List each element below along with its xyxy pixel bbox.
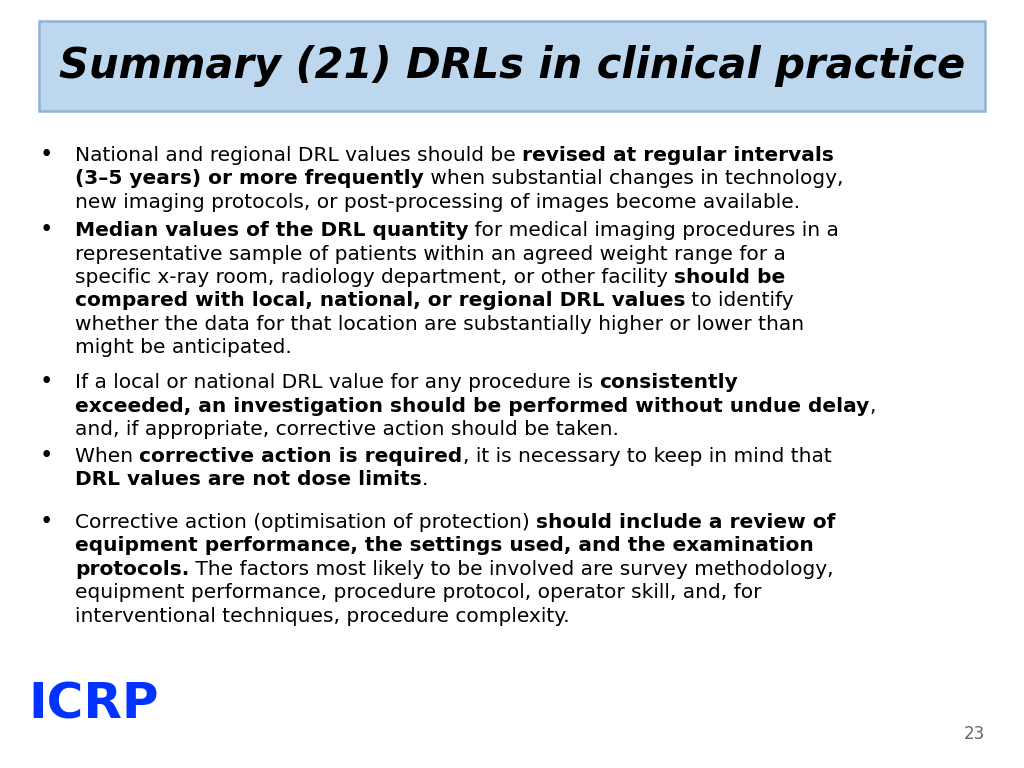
Text: (3–5 years) or more frequently: (3–5 years) or more frequently — [75, 169, 424, 188]
Text: The factors most likely to be involved are survey methodology,: The factors most likely to be involved a… — [189, 560, 834, 579]
Text: Corrective action (optimisation of protection): Corrective action (optimisation of prote… — [75, 513, 536, 532]
Text: consistently: consistently — [599, 373, 738, 392]
Text: DRL values are not dose limits: DRL values are not dose limits — [75, 470, 422, 489]
Text: .: . — [422, 470, 428, 489]
Text: corrective action is required: corrective action is required — [139, 447, 463, 466]
Text: •: • — [39, 444, 53, 467]
Text: whether the data for that location are substantially higher or lower than: whether the data for that location are s… — [75, 315, 804, 334]
Text: new imaging protocols, or post-processing of images become available.: new imaging protocols, or post-processin… — [75, 193, 800, 212]
Text: might be anticipated.: might be anticipated. — [75, 338, 292, 357]
Text: specific x-ray room, radiology department, or other facility: specific x-ray room, radiology departmen… — [75, 268, 674, 287]
Text: ICRP: ICRP — [29, 680, 159, 728]
Text: for medical imaging procedures in a: for medical imaging procedures in a — [468, 221, 840, 240]
Text: •: • — [39, 143, 53, 166]
Text: •: • — [39, 370, 53, 393]
Text: Median values of the DRL quantity: Median values of the DRL quantity — [75, 221, 468, 240]
Text: should include a review of: should include a review of — [536, 513, 836, 532]
Text: interventional techniques, procedure complexity.: interventional techniques, procedure com… — [75, 607, 569, 626]
Text: representative sample of patients within an agreed weight range for a: representative sample of patients within… — [75, 244, 785, 263]
Text: to identify: to identify — [685, 292, 794, 310]
Text: •: • — [39, 218, 53, 241]
Text: protocols.: protocols. — [75, 560, 189, 579]
Text: , it is necessary to keep in mind that: , it is necessary to keep in mind that — [463, 447, 831, 466]
Text: and, if appropriate, corrective action should be taken.: and, if appropriate, corrective action s… — [75, 420, 618, 439]
FancyBboxPatch shape — [39, 21, 985, 111]
Text: revised at regular intervals: revised at regular intervals — [522, 146, 834, 165]
Text: equipment performance, the settings used, and the examination: equipment performance, the settings used… — [75, 536, 813, 555]
Text: •: • — [39, 510, 53, 533]
Text: ,: , — [869, 396, 876, 415]
Text: compared with local, national, or regional DRL values: compared with local, national, or region… — [75, 292, 685, 310]
Text: When: When — [75, 447, 139, 466]
Text: If a local or national DRL value for any procedure is: If a local or national DRL value for any… — [75, 373, 599, 392]
Text: equipment performance, procedure protocol, operator skill, and, for: equipment performance, procedure protoco… — [75, 584, 761, 602]
Text: when substantial changes in technology,: when substantial changes in technology, — [424, 169, 843, 188]
Text: Summary (21) DRLs in clinical practice: Summary (21) DRLs in clinical practice — [58, 45, 966, 87]
Text: exceeded, an investigation should be performed without undue delay: exceeded, an investigation should be per… — [75, 396, 869, 415]
Text: 23: 23 — [964, 726, 985, 743]
Text: should be: should be — [674, 268, 785, 287]
Text: National and regional DRL values should be: National and regional DRL values should … — [75, 146, 522, 165]
